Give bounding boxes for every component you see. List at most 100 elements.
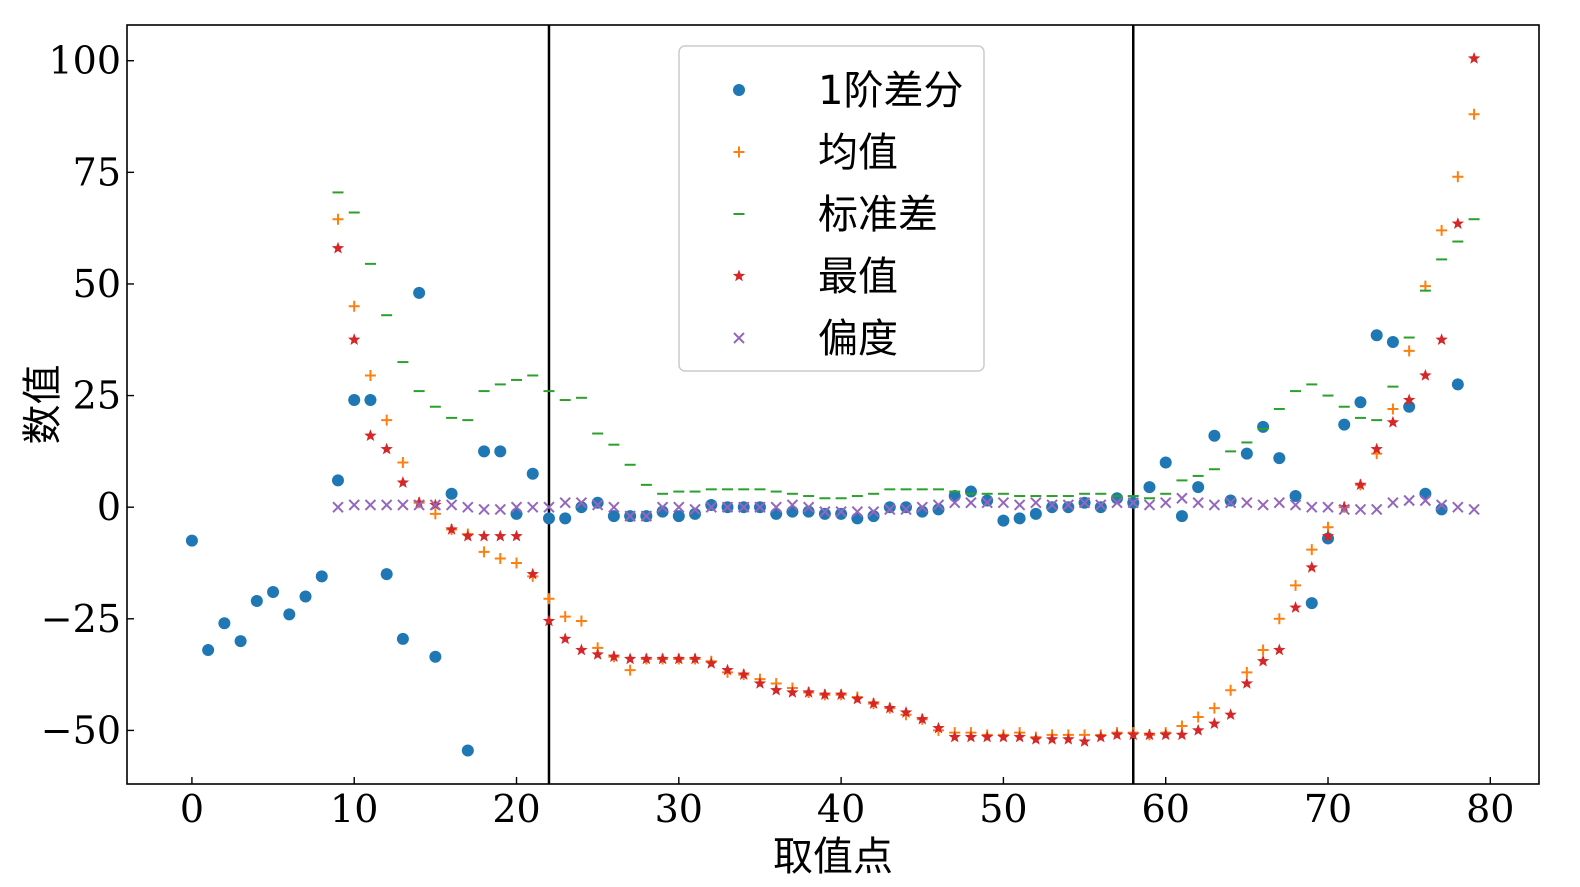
- data-point: [1273, 452, 1286, 465]
- legend-item-3: 最值: [732, 254, 898, 300]
- data-point: [510, 501, 523, 513]
- data-point: [1387, 497, 1399, 509]
- data-point: [461, 744, 474, 757]
- data-point: [1160, 497, 1172, 509]
- data-point: [1338, 418, 1351, 431]
- x-tick-label: 50: [979, 787, 1027, 831]
- data-point: [1322, 501, 1334, 513]
- plot-area: [126, 24, 1540, 785]
- data-point: [738, 501, 750, 513]
- data-point: [429, 508, 441, 520]
- data-point: [1062, 732, 1075, 745]
- data-point: [1192, 481, 1205, 494]
- data-point: [348, 499, 360, 511]
- data-point: [770, 683, 783, 696]
- data-point: [1370, 442, 1383, 455]
- data-point: [543, 501, 555, 513]
- series-4: [332, 492, 1480, 522]
- data-point: [1289, 499, 1302, 511]
- data-point: [1030, 497, 1042, 509]
- data-point: [997, 497, 1010, 509]
- data-point: [997, 514, 1010, 527]
- data-point: [478, 445, 491, 458]
- data-point: [932, 499, 945, 511]
- data-point: [1436, 224, 1448, 236]
- legend-item-2: 标准差: [733, 192, 938, 238]
- data-point: [607, 650, 621, 663]
- data-point: [1176, 492, 1188, 504]
- data-point: [786, 499, 799, 511]
- x-tick-label: 0: [180, 787, 204, 831]
- data-point: [964, 730, 978, 743]
- data-point: [1370, 503, 1383, 516]
- data-point: [542, 512, 555, 525]
- data-point: [965, 497, 977, 509]
- data-point: [1046, 499, 1058, 511]
- data-point: [575, 643, 588, 656]
- data-point: [1451, 217, 1465, 229]
- data-point: [1338, 500, 1351, 513]
- data-point: [1403, 494, 1415, 507]
- data-point: [1419, 368, 1432, 381]
- data-point: [1159, 456, 1172, 469]
- data-point: [250, 594, 263, 607]
- x-tick-label: 10: [330, 787, 378, 831]
- data-point: [380, 442, 393, 455]
- data-point: [575, 501, 588, 514]
- data-point: [591, 496, 604, 509]
- data-point: [656, 652, 669, 665]
- data-point: [623, 652, 637, 665]
- data-point: [1419, 494, 1432, 507]
- data-point: [705, 501, 717, 513]
- data-point: [624, 510, 636, 522]
- data-point: [1225, 684, 1237, 696]
- legend-label: 标准差: [818, 192, 938, 238]
- data-point: [1468, 503, 1480, 516]
- data-point: [1256, 654, 1270, 667]
- data-point: [559, 512, 572, 525]
- y-tick-label: 25: [73, 374, 121, 418]
- data-point: [510, 507, 523, 520]
- data-point: [964, 485, 977, 498]
- data-point: [932, 503, 945, 516]
- data-point: [364, 429, 377, 442]
- data-point: [413, 499, 425, 511]
- data-point: [1354, 396, 1367, 409]
- legend-item-0: 1阶差分: [733, 68, 963, 114]
- data-point: [1273, 643, 1286, 656]
- data-point: [672, 652, 685, 665]
- data-point: [348, 394, 361, 407]
- x-tick-label: 20: [492, 787, 540, 831]
- data-point: [802, 501, 815, 513]
- data-point: [1241, 666, 1253, 678]
- data-point: [884, 503, 896, 516]
- data-point: [1354, 503, 1367, 516]
- data-point: [412, 496, 426, 508]
- data-point: [559, 497, 571, 509]
- y-axis-label: 数值: [20, 365, 66, 445]
- data-point: [1224, 494, 1237, 507]
- data-point: [1321, 529, 1335, 542]
- data-point: [348, 300, 360, 312]
- data-point: [1013, 499, 1026, 511]
- legend-item-4: 偏度: [733, 316, 898, 362]
- data-point: [364, 369, 376, 381]
- data-point: [1273, 497, 1286, 509]
- data-point: [689, 503, 701, 516]
- data-point: [688, 652, 702, 665]
- data-point: [1094, 501, 1107, 514]
- x-axis-ticks: 0 10 20 30 40 50 60 70 80: [180, 777, 1514, 831]
- data-point: [1013, 512, 1026, 525]
- data-point: [1045, 732, 1059, 745]
- data-point: [1419, 487, 1432, 500]
- data-point: [413, 286, 426, 299]
- data-point: [819, 505, 831, 518]
- data-point: [494, 529, 507, 542]
- data-point: [396, 476, 410, 488]
- data-point: [1451, 378, 1464, 391]
- data-point: [591, 648, 604, 660]
- data-point: [851, 512, 864, 525]
- y-tick-label: 50: [73, 262, 121, 306]
- data-point: [997, 730, 1010, 743]
